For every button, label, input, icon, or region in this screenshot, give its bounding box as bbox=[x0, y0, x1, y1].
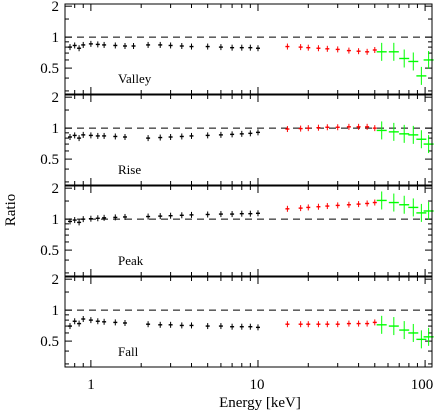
y-tick-label: 0.5 bbox=[40, 334, 59, 350]
y-tick-label: 0.5 bbox=[40, 152, 59, 168]
panel-label: Peak bbox=[118, 253, 144, 268]
series-black bbox=[68, 210, 260, 226]
panel-label: Fall bbox=[118, 344, 139, 359]
series-red bbox=[285, 199, 377, 212]
y-tick-label: 1 bbox=[52, 121, 60, 137]
series-green bbox=[376, 121, 434, 154]
panels-layer: 0.5 1 2 Valley 0.5 1 2 Rise 0.5 1 2 Peak 0.5 1 2 Fall bbox=[40, 0, 434, 368]
y-tick-label: 1 bbox=[52, 30, 60, 46]
x-tick-label-10: 10 bbox=[250, 377, 265, 393]
y-tick-label: 1 bbox=[52, 212, 60, 228]
series-black bbox=[68, 316, 260, 331]
y-tick-label: 0.5 bbox=[40, 61, 59, 77]
y-tick-label: 2 bbox=[52, 0, 60, 15]
y-tick-label: 2 bbox=[52, 272, 60, 288]
panel-label: Rise bbox=[118, 162, 141, 177]
x-tick-label-100: 100 bbox=[411, 377, 434, 393]
series-black bbox=[68, 129, 260, 142]
panel-frame bbox=[64, 94, 433, 186]
panel-frame bbox=[64, 3, 433, 95]
panel-frame bbox=[64, 185, 433, 277]
y-axis-label: Ratio bbox=[3, 194, 19, 227]
series-green bbox=[376, 191, 434, 222]
y-tick-label: 2 bbox=[52, 181, 60, 197]
panel-label: Valley bbox=[118, 71, 152, 86]
panel-frame bbox=[64, 276, 433, 368]
series-red bbox=[285, 319, 377, 328]
panel-peak: 0.5 1 2 Peak bbox=[40, 181, 434, 277]
y-tick-label: 1 bbox=[52, 303, 60, 319]
panel-fall: 0.5 1 2 Fall bbox=[40, 272, 434, 368]
panel-rise: 0.5 1 2 Rise bbox=[40, 90, 434, 186]
x-tick-label-1: 1 bbox=[87, 377, 95, 393]
x-tick-labels: 1 10 100 bbox=[87, 377, 433, 393]
x-axis-label: Energy [keV] bbox=[219, 395, 301, 411]
series-red bbox=[285, 123, 377, 133]
series-green bbox=[376, 42, 434, 85]
panel-valley: 0.5 1 2 Valley bbox=[40, 0, 434, 95]
series-black bbox=[68, 40, 260, 52]
series-green bbox=[376, 315, 434, 349]
y-tick-label: 2 bbox=[52, 90, 60, 106]
y-tick-label: 0.5 bbox=[40, 243, 59, 259]
series-red bbox=[285, 43, 377, 55]
